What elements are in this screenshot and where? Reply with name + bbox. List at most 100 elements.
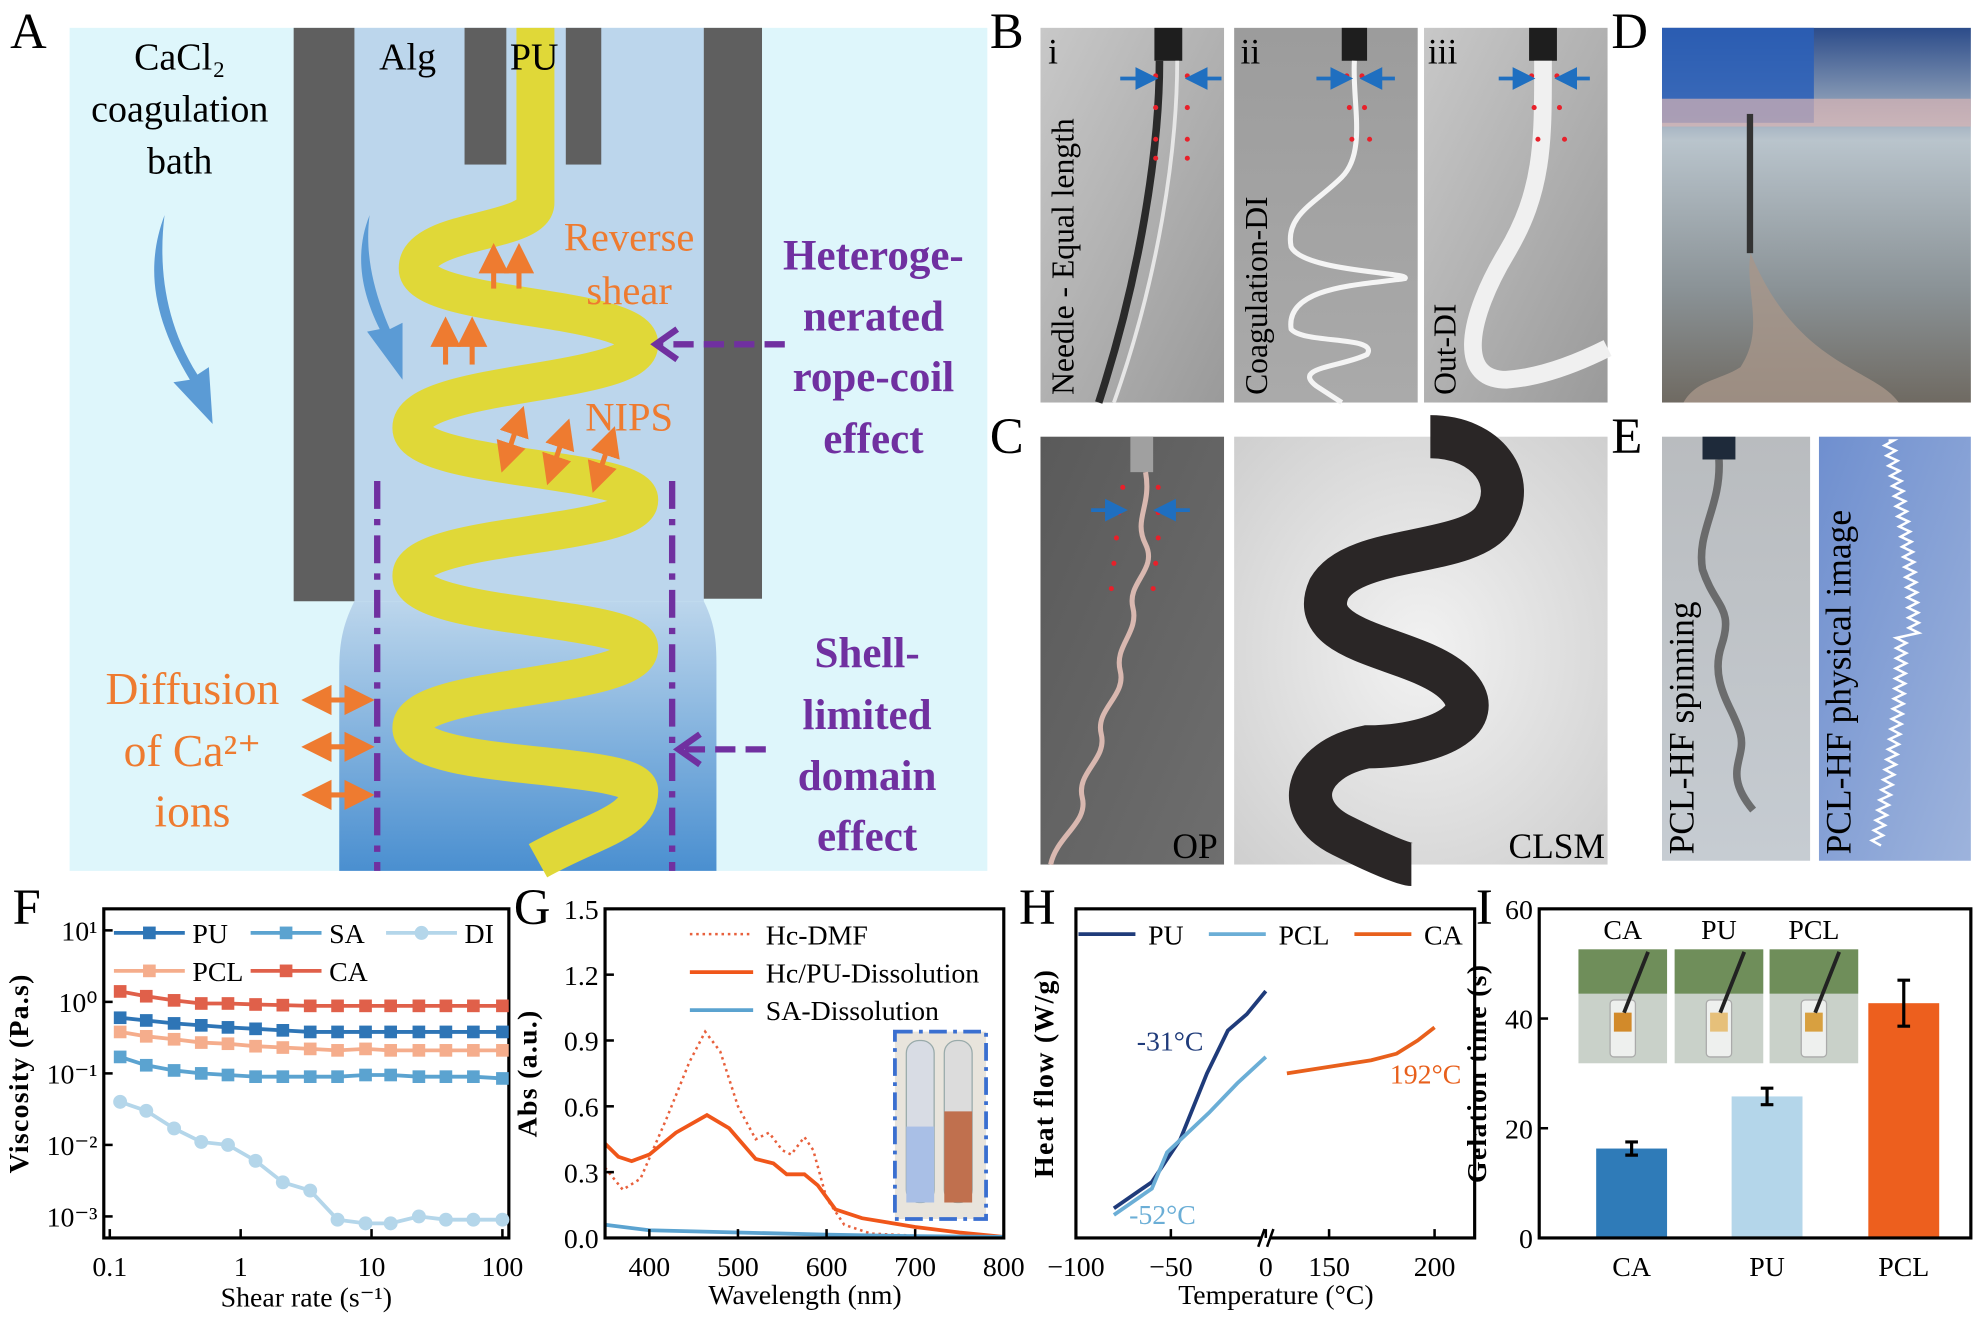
- data-point-pu: [167, 1017, 181, 1030]
- data-point-pu: [467, 1025, 480, 1039]
- wavy-fiber: [1869, 439, 1923, 847]
- y-tick-label: 10¹: [61, 916, 97, 947]
- data-point-pcl: [331, 1044, 344, 1057]
- y-tick-label: 0.9: [564, 1027, 599, 1058]
- data-point-pu: [113, 1011, 127, 1025]
- series-line-pu: [1112, 989, 1268, 1210]
- legend-label-di: DI: [465, 919, 494, 950]
- data-point-di: [113, 1094, 128, 1109]
- legend-label-ca: CA: [329, 957, 368, 988]
- chart-f-viscosity: 0.1 1 10 100 10¹ 10⁰ 10⁻¹ 10⁻² 10⁻³ PU SA DI PCL CA Vi…: [4, 907, 523, 1313]
- inset-photo-foliage: [1578, 949, 1668, 994]
- panel-label-a: A: [10, 3, 47, 59]
- y-tick-label: 10⁰: [58, 988, 97, 1019]
- x-tick-label: CA: [1612, 1252, 1651, 1283]
- plot-frame: [1074, 907, 1477, 1240]
- pu-helical-fiber: [392, 27, 659, 878]
- data-point-di: [248, 1153, 263, 1168]
- x-tick-label: 1: [234, 1252, 248, 1283]
- inset-photo-foliage: [1769, 949, 1859, 994]
- photo-b-ii-caption: Coagulation-DI: [1239, 196, 1274, 395]
- inset-photo-gel: [1710, 1012, 1728, 1032]
- inset-photo-needle: [1718, 951, 1747, 1014]
- data-point-pcl: [194, 1036, 208, 1049]
- inset-photo-gel: [1805, 1012, 1823, 1032]
- data-point-ca: [303, 999, 317, 1013]
- data-point-pcl: [249, 1039, 262, 1053]
- y-tick-label: 0.6: [564, 1092, 599, 1123]
- bar-pu: [1731, 1096, 1803, 1238]
- data-point-di: [358, 1216, 373, 1231]
- inset-label-pcl: PCL: [1788, 915, 1839, 946]
- data-point-di: [221, 1137, 235, 1152]
- nips-label: NIPS: [585, 394, 673, 439]
- data-point-pu: [249, 1022, 262, 1036]
- legend-marker: [279, 926, 293, 940]
- data-point-sa: [384, 1068, 397, 1082]
- y-tick-label: 0.0: [564, 1224, 599, 1255]
- inner-needle-left-wall: [464, 27, 507, 165]
- legend-marker: [143, 964, 156, 978]
- x-axis-label: Shear rate (s⁻¹): [221, 1282, 392, 1313]
- data-point-sa: [439, 1070, 453, 1083]
- y-tick-label: 10⁻¹: [47, 1060, 98, 1091]
- y-axis-label: Viscosity (Pa.s): [4, 973, 35, 1173]
- legend-marker: [279, 964, 293, 978]
- data-point-ca: [221, 997, 235, 1010]
- data-point-pu: [194, 1019, 208, 1032]
- inset-label-pu: PU: [1701, 915, 1737, 946]
- nips-arrows: [496, 405, 620, 493]
- data-point-sa: [412, 1070, 426, 1083]
- photo-b-iii-label: iii: [1428, 31, 1458, 71]
- data-point-di: [194, 1134, 209, 1149]
- data-point-ca: [249, 998, 262, 1011]
- shell-label-line1: Shell-: [814, 630, 919, 677]
- legend-label-sa: SA: [329, 919, 365, 950]
- bath-label-line1: CaCl₂: [134, 37, 225, 79]
- axis-break-mark: [1257, 1228, 1275, 1248]
- data-point-pcl: [113, 1025, 127, 1039]
- x-tick-label: 400: [628, 1252, 670, 1283]
- data-point-sa: [194, 1067, 208, 1080]
- data-point-ca: [359, 999, 372, 1013]
- data-point-di: [275, 1175, 290, 1190]
- data-point-ca: [439, 999, 453, 1013]
- data-point-sa: [496, 1072, 509, 1085]
- data-point-ca: [331, 999, 344, 1013]
- inset-photo-gel: [1613, 1012, 1632, 1032]
- legend-label-ca: CA: [1424, 920, 1463, 951]
- x-tick-label: 700: [894, 1252, 936, 1283]
- data-point-pu: [359, 1025, 372, 1039]
- error-bar-pu: [1760, 1086, 1774, 1107]
- y-tick-label: 10⁻³: [47, 1203, 98, 1234]
- reverse-shear-arrows: [430, 243, 535, 365]
- rope-coil-pointer-arrow: [650, 326, 785, 363]
- legend-label-pcl: PCL: [192, 957, 243, 988]
- data-point-ca: [167, 994, 181, 1007]
- panel-a-schematic: CaCl₂ coagulation bath Alg PU Reverse sh…: [69, 27, 988, 878]
- data-point-pu: [303, 1025, 317, 1039]
- x-axis-label: Temperature (°C): [1178, 1280, 1373, 1311]
- outer-needle-right-wall: [703, 27, 763, 599]
- clsm-label: CLSM: [1509, 826, 1606, 866]
- data-point-sa: [167, 1064, 181, 1077]
- data-point-di: [466, 1212, 481, 1227]
- hetero-label-line1: Heteroge-: [783, 233, 964, 280]
- data-point-pu: [384, 1025, 397, 1039]
- photo-e-physical: PCL-HF physical image: [1819, 436, 1971, 861]
- x-tick-label: 0: [1259, 1252, 1273, 1283]
- panel-label-e: E: [1611, 408, 1642, 464]
- data-point-pcl: [467, 1044, 480, 1057]
- x-tick-label: PCL: [1878, 1252, 1929, 1283]
- panel-label-h: H: [1019, 879, 1056, 935]
- inset-label-ca: CA: [1603, 915, 1642, 946]
- diffusion-label-line2: of Ca²⁺: [124, 725, 262, 776]
- data-point-ca: [384, 999, 397, 1013]
- data-point-ca: [194, 997, 208, 1010]
- data-point-sa: [276, 1070, 290, 1083]
- photo-b-i-caption: Needle - Equal length: [1045, 118, 1080, 395]
- data-point-di: [383, 1216, 398, 1231]
- data-point-di: [303, 1183, 318, 1198]
- data-point-ca: [139, 989, 153, 1003]
